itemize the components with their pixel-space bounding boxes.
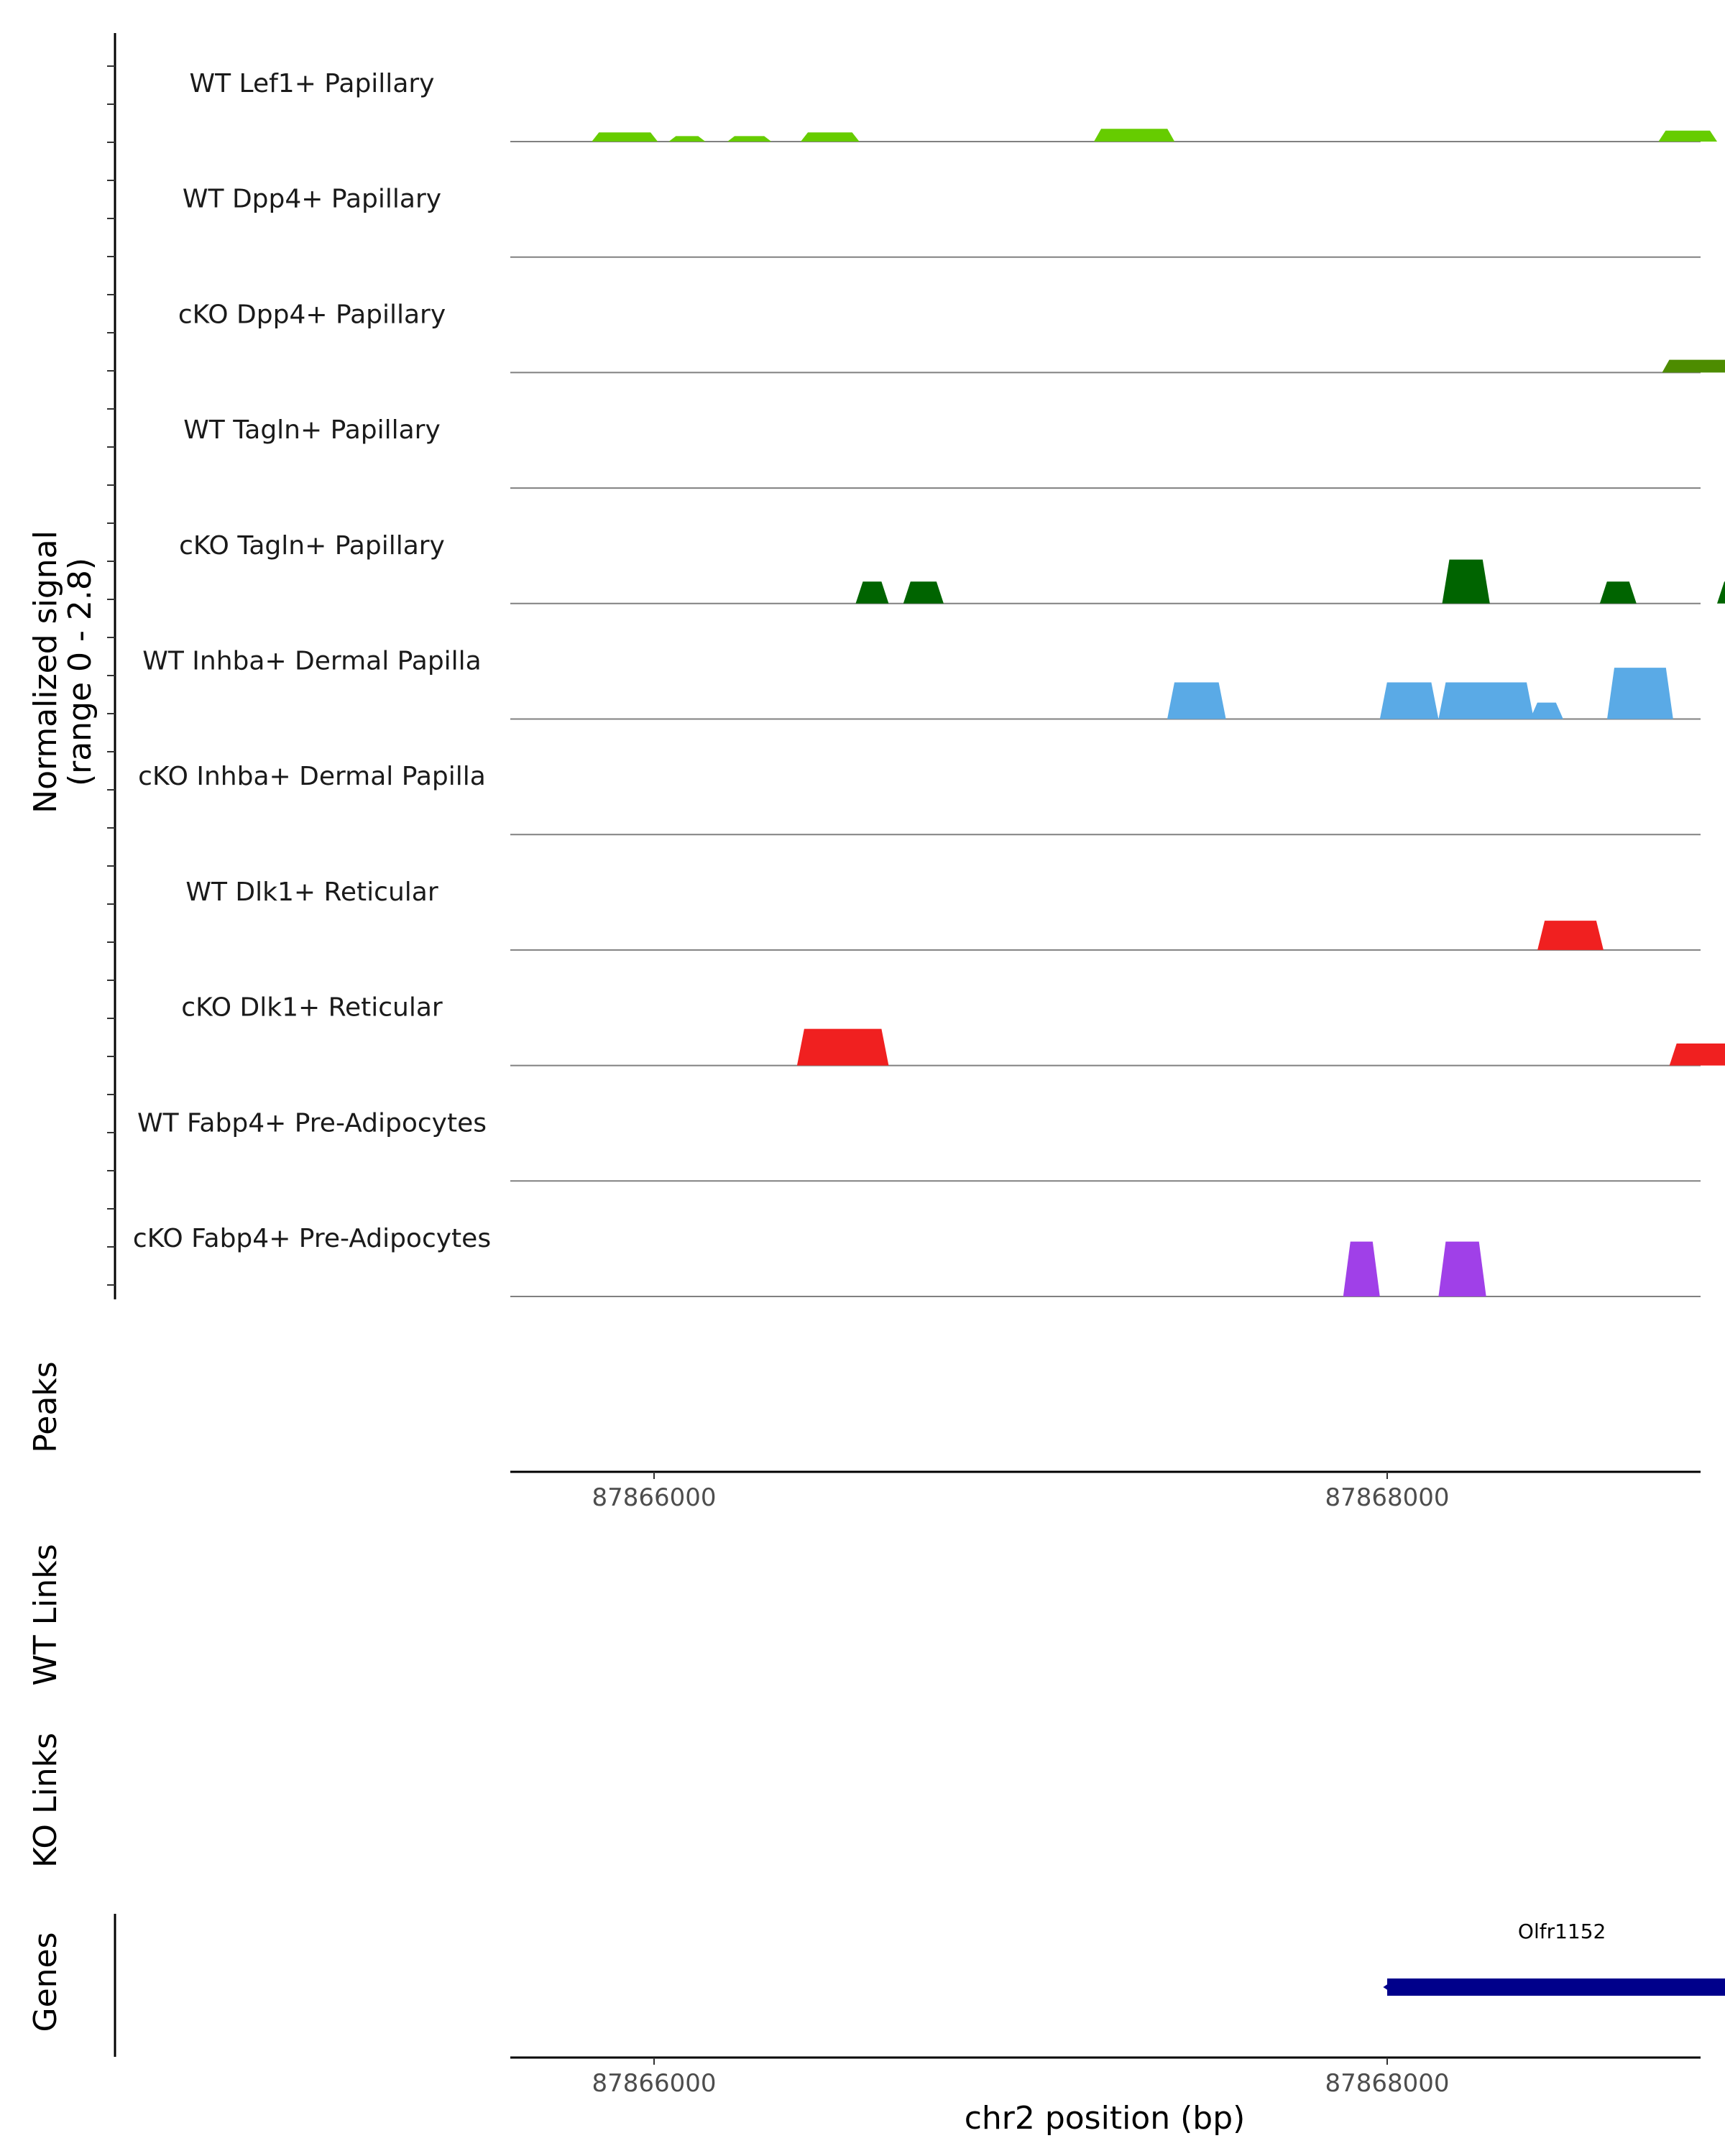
wt-links-panel-title: WT Links: [27, 1544, 64, 1685]
signal-peak: [1717, 581, 1725, 604]
gene-body: [1387, 1978, 1725, 1996]
signal-peak: [1658, 130, 1717, 142]
track-label: cKO Inhba+ Dermal Papilla: [138, 762, 486, 791]
gene-label: Olfr1152: [1518, 1920, 1606, 1943]
track: WT Tagln+ Papillary: [183, 415, 1701, 489]
peaks-x-axis-tick-label: 87868000: [1325, 1483, 1449, 1512]
track: cKO Tagln+ Papillary: [179, 531, 1725, 604]
track-label: WT Inhba+ Dermal Papilla: [142, 647, 481, 676]
signal-peak: [727, 136, 772, 142]
track-label: cKO Dpp4+ Papillary: [178, 300, 446, 329]
track: WT Dlk1+ Reticular: [185, 877, 1701, 951]
signal-peak: [1438, 1241, 1486, 1296]
genes-x-axis-tick-label: 87866000: [592, 2069, 716, 2098]
signal-peak: [668, 136, 706, 142]
coverage-tracks: WT Lef1+ Papillary WT Dpp4+ Papillary cKO …: [133, 69, 1725, 1297]
signal-peak: [903, 581, 944, 604]
track-label: WT Lef1+ Papillary: [190, 69, 435, 98]
signal-peak: [1537, 921, 1604, 950]
genes-panel-title: Genes: [27, 1932, 64, 2032]
signal-peak: [1607, 668, 1673, 719]
signal-peak: [592, 132, 658, 142]
peaks-x-axis-ticks: 878660008786800087870000: [592, 1472, 1450, 1512]
track: cKO Inhba+ Dermal Papilla: [138, 762, 1701, 836]
signal-peak: [1438, 682, 1534, 719]
gene-annotations: Olfr1152: [1383, 1920, 1725, 1996]
track: WT Lef1+ Papillary: [190, 69, 1717, 142]
signal-peak: [796, 1028, 889, 1066]
track-label: WT Fabp4+ Pre-Adipocytes: [137, 1108, 487, 1138]
track: cKO Fabp4+ Pre-Adipocytes: [133, 1224, 1701, 1297]
track: cKO Dlk1+ Reticular: [181, 993, 1725, 1067]
track: WT Inhba+ Dermal Papilla: [142, 647, 1701, 720]
track: WT Fabp4+ Pre-Adipocytes: [137, 1108, 1701, 1182]
track-label: cKO Tagln+ Papillary: [179, 531, 445, 561]
signal-peak: [1167, 682, 1226, 719]
track-label: WT Dpp4+ Papillary: [183, 185, 441, 214]
gene-strand-arrow: [1383, 1980, 1396, 1994]
track-label: WT Dlk1+ Reticular: [185, 877, 438, 907]
signal-axis-title-line1: Normalized signal: [27, 530, 64, 814]
signal-peak: [1669, 1044, 1725, 1066]
track: cKO Dpp4+ Papillary: [178, 300, 1725, 374]
signal-peak: [1094, 129, 1175, 142]
ko-links-panel-title: KO Links: [27, 1733, 64, 1868]
signal-peak: [855, 581, 889, 604]
track-label: WT Tagln+ Papillary: [183, 415, 441, 445]
signal-peak: [1343, 1241, 1380, 1296]
signal-peak: [1379, 682, 1439, 719]
track-label: cKO Dlk1+ Reticular: [181, 993, 443, 1023]
x-axis-title: chr2 position (bp): [965, 2100, 1246, 2137]
track-label: cKO Fabp4+ Pre-Adipocytes: [133, 1224, 491, 1253]
signal-peak: [801, 132, 860, 142]
track: WT Dpp4+ Papillary: [183, 185, 1701, 258]
genes-x-axis-ticks: 878660008786800087870000: [592, 2058, 1450, 2098]
signal-axis-title-line2: (range 0 - 2.8): [62, 558, 98, 786]
signal-peak: [1442, 559, 1490, 604]
genes-x-axis-tick-label: 87868000: [1325, 2069, 1449, 2098]
signal-peak: [1599, 581, 1637, 604]
peaks-x-axis-tick-label: 87866000: [592, 1483, 716, 1512]
peaks-panel-title: Peaks: [27, 1361, 64, 1452]
signal-peak: [1662, 359, 1725, 373]
signal-axis: [107, 33, 116, 1299]
signal-peak: [1530, 702, 1563, 719]
